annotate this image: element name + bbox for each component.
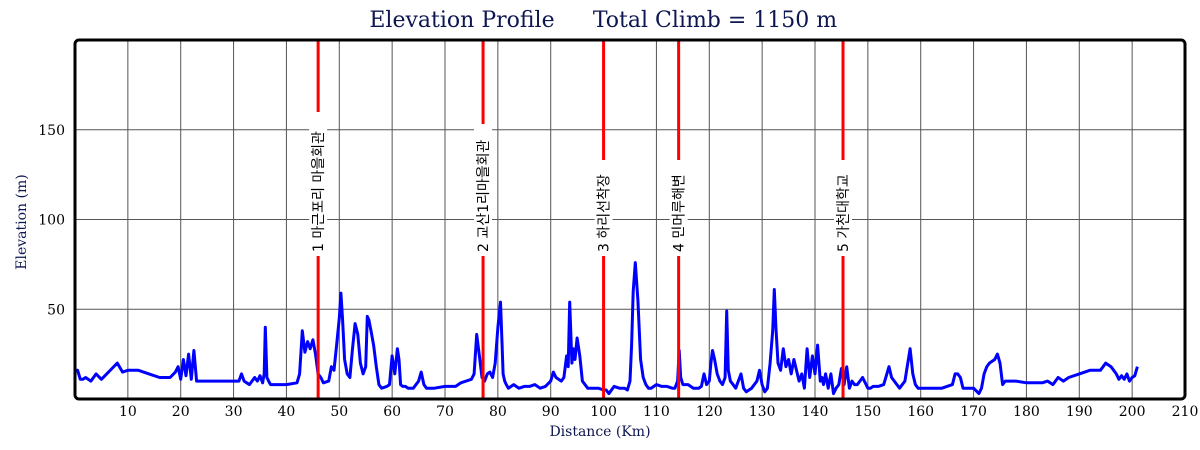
x-tick-label: 60 [383, 404, 401, 420]
chart-title: Elevation Profile [369, 8, 554, 33]
x-tick-label: 50 [330, 404, 348, 420]
y-tick-label: 100 [38, 213, 65, 229]
elevation-line [75, 261, 1139, 396]
x-tick-label: 210 [1172, 404, 1199, 420]
x-tick-label: 100 [590, 404, 617, 420]
x-tick-label: 40 [278, 404, 296, 420]
x-tick-label: 180 [1013, 404, 1040, 420]
x-tick-label: 90 [542, 404, 560, 420]
x-tick-label: 20 [172, 404, 190, 420]
checkpoint-label-1: 1 마근포리 마을회관 [311, 131, 327, 252]
x-tick-label: 140 [802, 404, 829, 420]
x-tick-label: 120 [696, 404, 723, 420]
x-tick-label: 10 [119, 404, 137, 420]
y-tick-label: 150 [38, 123, 65, 139]
checkpoint-label-2: 2 교산1리마을회관 [476, 139, 492, 252]
elevation-series [75, 261, 1139, 396]
x-axis-label: Distance (Km) [549, 424, 650, 440]
plot-frame [73, 38, 1187, 401]
checkpoints: 1 마근포리 마을회관 2 교산1리마을회관 3 하리선착장 4 민머루해변 5 가천대… [309, 40, 853, 399]
checkpoint-label-bg [474, 124, 493, 256]
checkpoint-label-bg [594, 160, 613, 256]
chart-subtitle: Total Climb = 1150 m [593, 8, 837, 33]
checkpoint-label-5: 5 가천대학교 [836, 174, 852, 252]
checkpoint-label-bg [834, 160, 853, 256]
checkpoint-label-bg [669, 160, 688, 256]
x-tick-label: 30 [225, 404, 243, 420]
x-tick-label: 130 [749, 404, 776, 420]
x-tick-label: 70 [436, 404, 454, 420]
x-tick-label: 80 [489, 404, 507, 420]
checkpoint-label-3: 3 하리선착장 [597, 174, 613, 252]
axis-ticks: 10 20 30 40 50 60 70 80 90 100 110 120 130 140 150 160 1… [38, 123, 1198, 420]
x-tick-label: 170 [960, 404, 987, 420]
y-axis-label: Elevation (m) [14, 174, 30, 269]
x-tick-label: 200 [1119, 404, 1146, 420]
x-tick-label: 160 [907, 404, 934, 420]
x-tick-label: 190 [1066, 404, 1093, 420]
checkpoint-label-bg [309, 112, 328, 256]
checkpoint-label-4: 4 민머루해변 [672, 174, 688, 252]
y-tick-label: 50 [47, 302, 65, 318]
x-tick-label: 110 [643, 404, 670, 420]
x-tick-label: 150 [854, 404, 881, 420]
grid [75, 40, 1185, 399]
